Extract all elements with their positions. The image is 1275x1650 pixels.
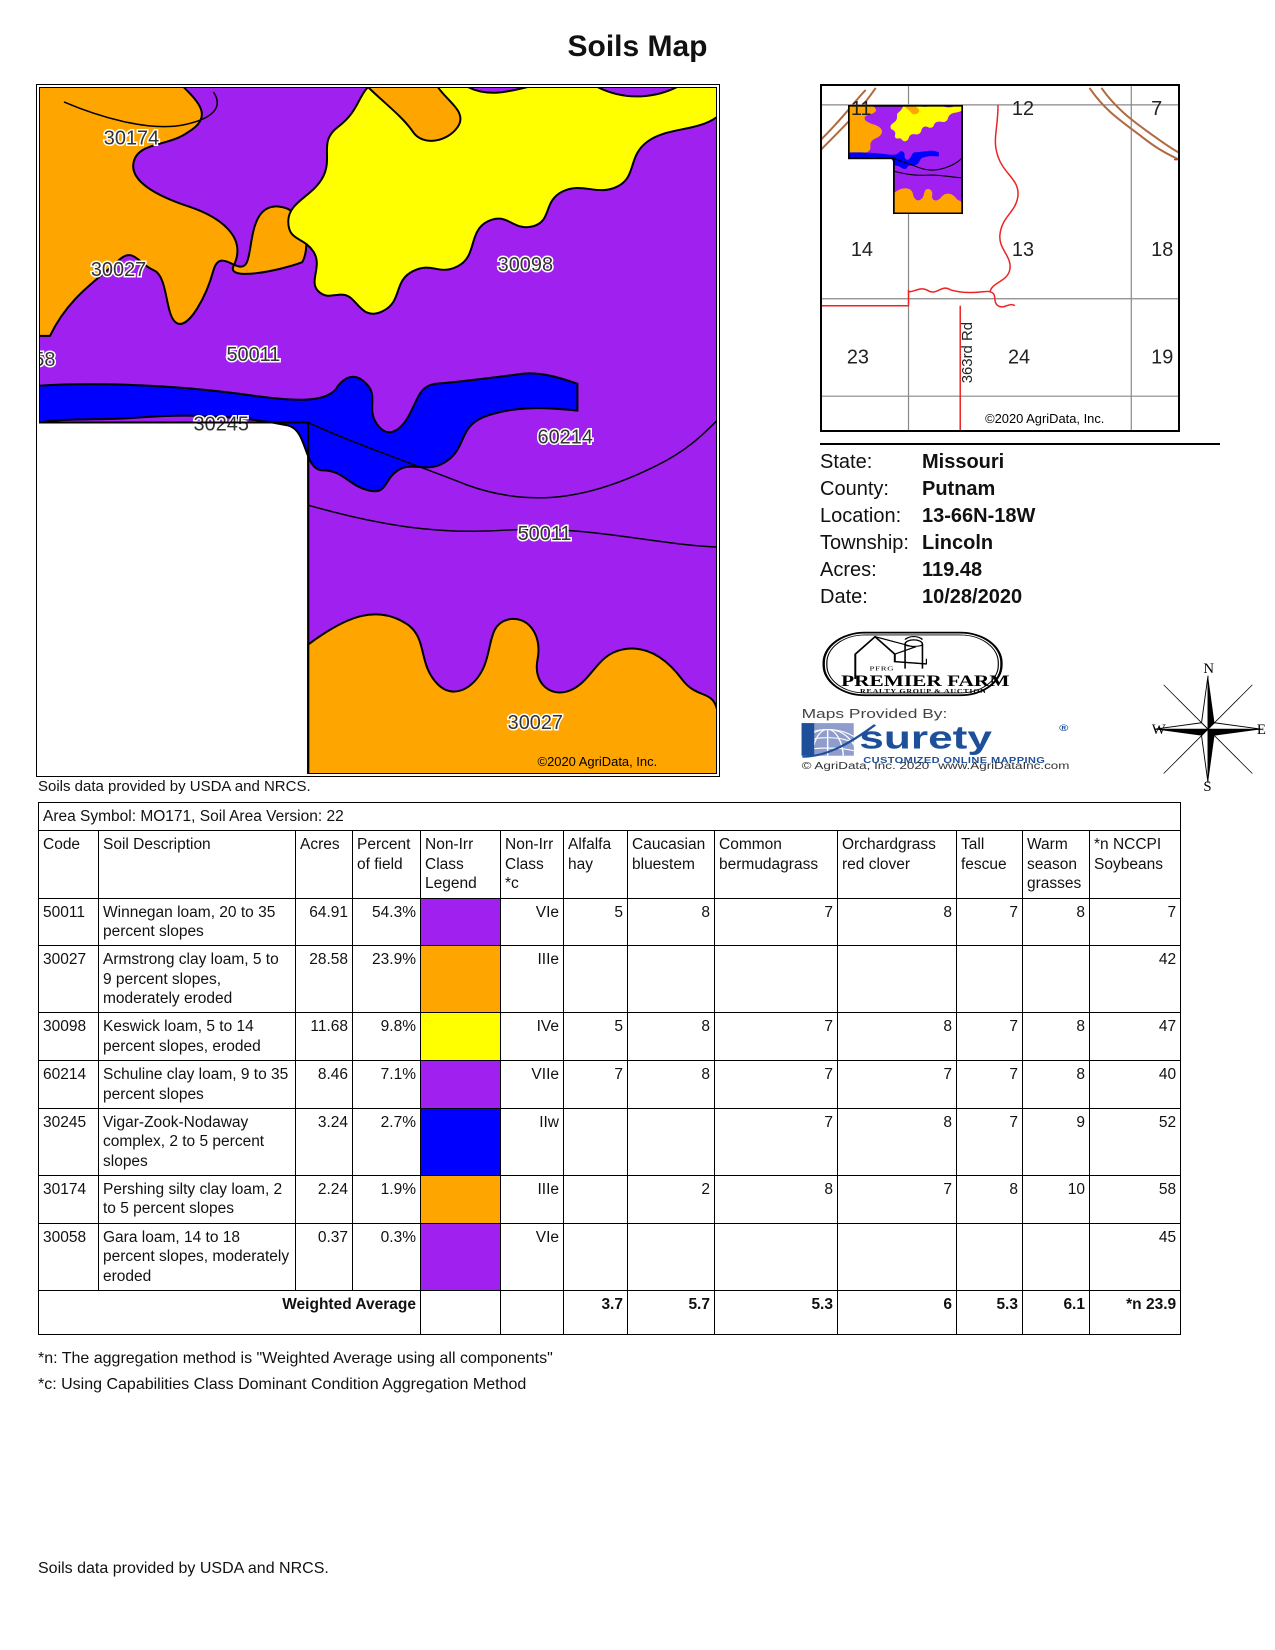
svg-text:60214: 60214 <box>538 426 593 448</box>
svg-text:E: E <box>1257 722 1266 738</box>
svg-text:30027: 30027 <box>508 712 563 734</box>
svg-text:19: 19 <box>1151 346 1173 368</box>
svg-text:30027: 30027 <box>91 259 146 281</box>
svg-text:363rd Rd: 363rd Rd <box>960 322 976 383</box>
svg-text:14: 14 <box>851 239 873 261</box>
svg-text:30098: 30098 <box>498 254 553 276</box>
svg-text:18: 18 <box>1151 239 1173 261</box>
svg-text:12: 12 <box>1012 98 1034 120</box>
svg-text:30245: 30245 <box>194 414 249 436</box>
svg-text:N: N <box>1203 661 1214 677</box>
svg-text:PFRG: PFRG <box>870 664 895 672</box>
svg-text:30174: 30174 <box>104 128 159 150</box>
svg-text:www.AgriDataInc.com: www.AgriDataInc.com <box>937 761 1070 772</box>
svg-text:©2020 AgriData, Inc.: ©2020 AgriData, Inc. <box>538 754 658 769</box>
svg-text:© AgriData, Inc. 2020: © AgriData, Inc. 2020 <box>802 761 930 772</box>
svg-text:13: 13 <box>1012 239 1034 261</box>
svg-text:7: 7 <box>1151 98 1162 120</box>
svg-text:50011: 50011 <box>518 523 572 545</box>
svg-text:50011: 50011 <box>226 344 280 366</box>
svg-text:©2020 AgriData, Inc.: ©2020 AgriData, Inc. <box>985 411 1104 426</box>
svg-text:24: 24 <box>1008 346 1030 368</box>
svg-text:REALTY GROUP & AUCTION: REALTY GROUP & AUCTION <box>860 689 987 695</box>
svg-text:PREMIER FARM: PREMIER FARM <box>841 673 1010 691</box>
svg-text:0058: 0058 <box>39 349 55 371</box>
svg-text:11: 11 <box>851 98 872 120</box>
svg-text:®: ® <box>1059 724 1068 734</box>
svg-text:23: 23 <box>847 346 869 368</box>
svg-text:Maps Provided By:: Maps Provided By: <box>802 707 948 721</box>
svg-text:surety: surety <box>859 720 992 756</box>
